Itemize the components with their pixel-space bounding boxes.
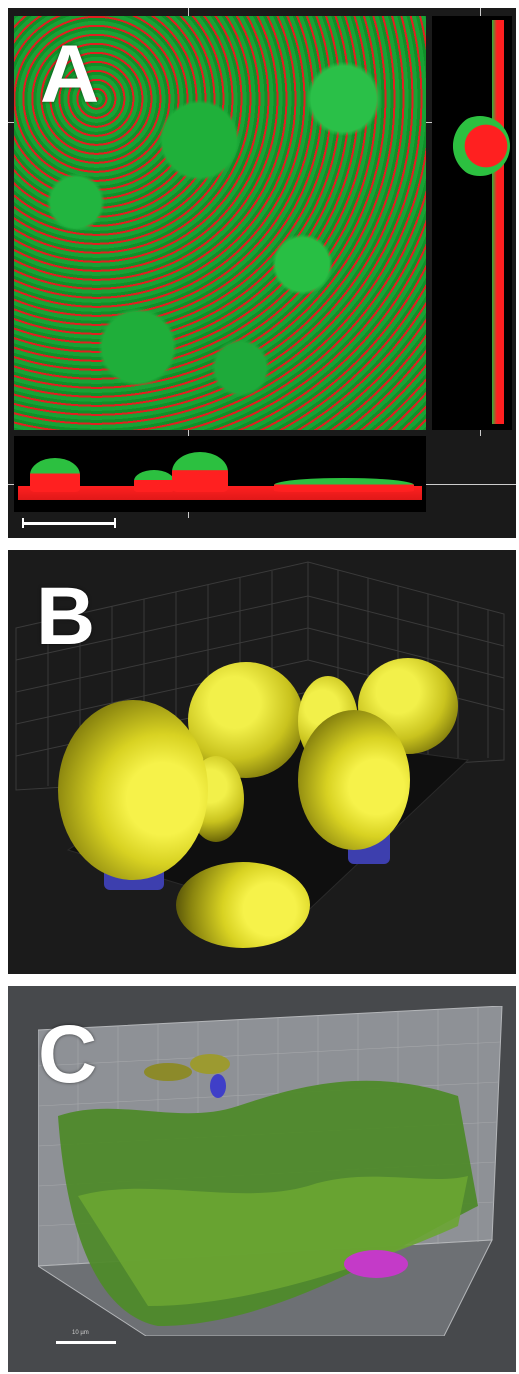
- crosshair-line: [188, 430, 189, 436]
- panel-c: 10 µm C: [8, 986, 516, 1372]
- panel-a: A: [8, 8, 516, 538]
- 3d-volume-box: [38, 1006, 503, 1336]
- xz-colony-profile: [172, 452, 228, 492]
- scale-bar-label: 10 µm: [72, 1330, 89, 1336]
- crosshair-line: [480, 430, 481, 436]
- panel-label-a: A: [40, 29, 100, 120]
- panel-label-b: B: [36, 571, 96, 662]
- sectioned-colony: [176, 862, 310, 948]
- crosshair-line: [188, 512, 189, 518]
- crosshair-line: [8, 122, 14, 123]
- yz-biofilm-layer: [492, 20, 504, 424]
- crosshair-line: [426, 122, 432, 123]
- xz-section-image: [14, 436, 426, 512]
- crosshair-line: [426, 484, 516, 485]
- xz-colony-profile: [274, 478, 414, 492]
- panel-b: B: [8, 550, 516, 974]
- scale-bar: [56, 1341, 116, 1344]
- crosshair-line: [188, 8, 189, 16]
- scale-bar: [22, 518, 116, 528]
- xz-colony-profile: [30, 458, 80, 492]
- yz-section-image: [432, 16, 512, 430]
- yz-colony-profile: [450, 116, 510, 176]
- xy-section-image: [14, 16, 426, 430]
- xz-colony-profile: [134, 470, 174, 492]
- crosshair-line: [480, 8, 481, 16]
- sectioned-colony: [298, 710, 410, 850]
- sectioned-colony: [58, 700, 208, 880]
- crosshair-line: [8, 484, 14, 485]
- panel-label-c: C: [38, 1009, 98, 1100]
